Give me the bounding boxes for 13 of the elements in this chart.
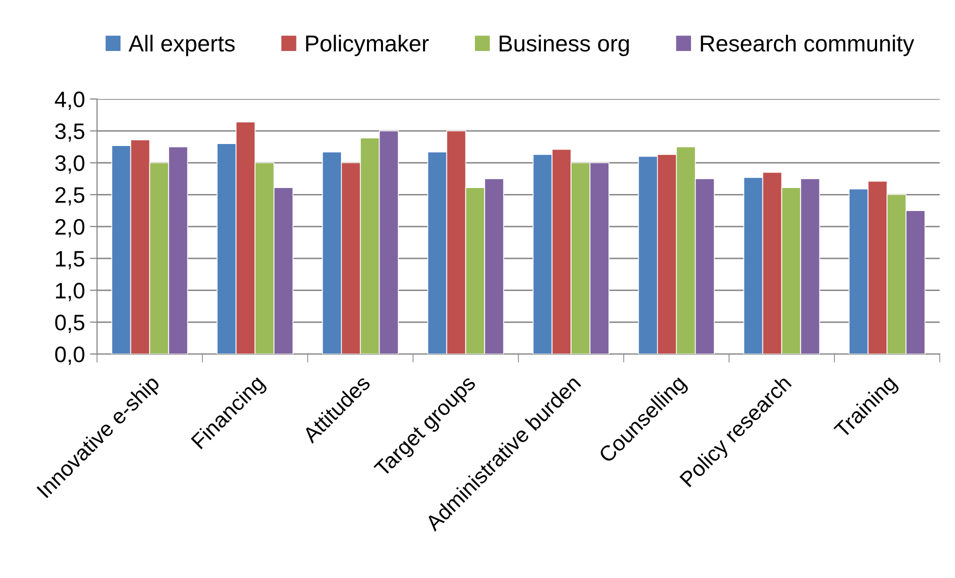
legend-label: Policymaker bbox=[306, 34, 429, 56]
y-tick-label: 3,0 bbox=[55, 155, 84, 174]
legend-label: Business org bbox=[500, 34, 629, 56]
y-tick-label: 3,5 bbox=[55, 123, 84, 142]
y-tick-label: 1,0 bbox=[56, 282, 84, 302]
y-tick-label: 2,5 bbox=[55, 187, 84, 206]
y-tick-label: 0,0 bbox=[55, 346, 84, 365]
legend-label: Research community bbox=[700, 34, 914, 56]
y-tick-label: 4,0 bbox=[54, 92, 84, 110]
y-tick-label: 2,0 bbox=[55, 219, 84, 238]
y-tick-label: 0,5 bbox=[55, 314, 84, 334]
y-tick-label: 1,5 bbox=[56, 251, 84, 270]
legend-label: All experts bbox=[128, 34, 235, 56]
